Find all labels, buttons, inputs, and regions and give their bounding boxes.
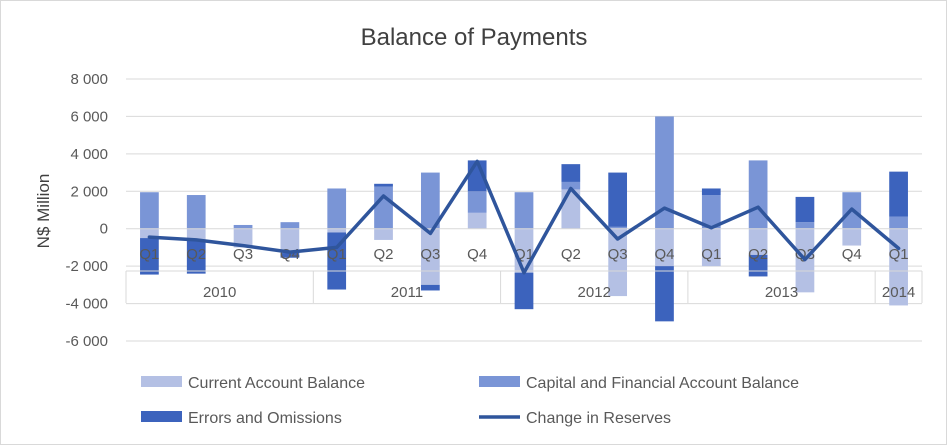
x-tick-label: Q1 [889, 246, 909, 263]
x-tick-label: Q4 [842, 246, 862, 263]
legend-label: Change in Reserves [526, 410, 671, 427]
bar [608, 226, 628, 229]
y-axis-label: N$ Million [34, 174, 53, 249]
bar [467, 212, 487, 229]
bar [655, 116, 674, 229]
y-tick-label: 4 000 [70, 146, 108, 163]
bar [514, 272, 534, 310]
bar [795, 196, 815, 223]
legend-label: Errors and Omissions [188, 410, 342, 427]
bar [561, 164, 581, 182]
bar [233, 228, 253, 248]
chart-title: Balance of Payments [361, 24, 588, 51]
x-tick-label: Q1 [139, 246, 159, 263]
bar [701, 188, 721, 196]
bar [140, 192, 159, 229]
bar [608, 172, 628, 227]
bar [701, 195, 721, 229]
y-tick-label: 6 000 [70, 108, 108, 125]
y-axis-ticks: -6 000 -4 000 -2 000 0 2 000 4 000 6 000 8 000 [65, 71, 108, 350]
bar [842, 228, 862, 246]
bar [701, 228, 721, 267]
year-label: 2012 [578, 284, 611, 301]
bar [467, 191, 487, 213]
bar [655, 228, 674, 267]
bar [374, 183, 393, 187]
bar [420, 284, 440, 291]
x-tick-label: Q4 [654, 246, 674, 263]
x-tick-label: Q3 [420, 246, 440, 263]
legend-swatch [141, 411, 182, 422]
bar [795, 222, 815, 229]
y-tick-label: 0 [100, 221, 108, 238]
y-tick-label: -4 000 [65, 296, 108, 313]
year-label: 2013 [765, 284, 798, 301]
bar [327, 228, 347, 233]
legend: Current Account Balance Capital and Finan… [141, 375, 799, 427]
bar [374, 186, 393, 229]
x-tick-label: Q2 [374, 246, 394, 263]
legend-label: Capital and Financial Account Balance [526, 375, 799, 392]
legend-swatch [141, 376, 182, 387]
bar [514, 192, 534, 229]
bar [748, 228, 768, 255]
legend-label: Current Account Balance [188, 375, 365, 392]
y-tick-label: 2 000 [70, 183, 108, 200]
bar [233, 224, 253, 229]
bar [140, 228, 159, 239]
legend-swatch [479, 376, 520, 387]
x-tick-label: Q3 [608, 246, 628, 263]
bar [374, 228, 393, 240]
bar [655, 266, 674, 322]
x-tick-label: Q2 [748, 246, 768, 263]
bar [327, 188, 347, 229]
x-tick-label: Q4 [280, 246, 300, 263]
bar [186, 195, 206, 229]
bar [186, 240, 206, 274]
y-tick-label: -6 000 [65, 333, 108, 350]
year-label: 2014 [882, 284, 915, 301]
series-line [147, 159, 901, 275]
y-tick-label: 8 000 [70, 71, 108, 88]
bar [420, 172, 440, 229]
bar [889, 228, 908, 306]
bar [561, 181, 581, 190]
x-tick-label: Q1 [327, 246, 347, 263]
line-series [147, 159, 901, 275]
x-tick-label: Q2 [561, 246, 581, 263]
bar [280, 222, 300, 229]
bar [889, 216, 908, 229]
x-tick-label: Q3 [795, 246, 815, 263]
bar [186, 228, 206, 241]
x-tick-label: Q3 [233, 246, 253, 263]
x-tick-label: Q1 [701, 246, 721, 263]
y-tick-label: -2 000 [65, 258, 108, 275]
x-tick-label: Q4 [467, 246, 487, 263]
bar [608, 228, 628, 297]
bar [140, 238, 159, 275]
bar [748, 160, 768, 229]
bar [280, 253, 300, 258]
bar [280, 228, 300, 254]
x-tick-label: Q2 [186, 246, 206, 263]
year-label: 2010 [203, 284, 236, 301]
bar [889, 171, 908, 217]
year-label: 2011 [391, 284, 423, 301]
